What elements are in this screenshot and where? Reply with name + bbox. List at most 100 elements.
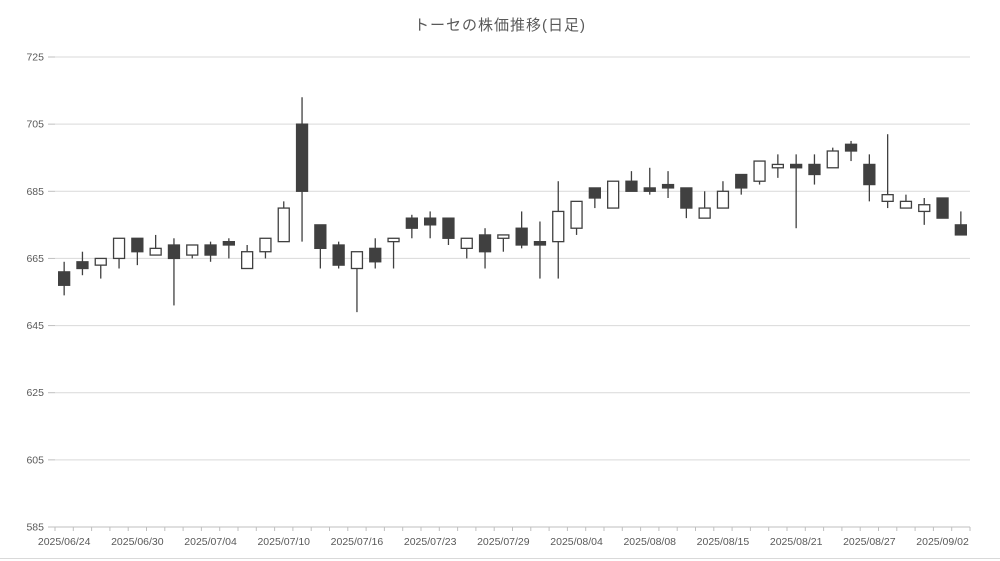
- candle-body: [259, 237, 272, 253]
- y-axis-label: 605: [26, 454, 44, 466]
- candle-body: [808, 163, 821, 176]
- candles: [58, 97, 967, 313]
- candle-down: [222, 238, 236, 259]
- candle-down: [863, 154, 876, 202]
- candle-body: [405, 217, 419, 229]
- candle-body: [186, 244, 199, 256]
- candle-down: [167, 238, 181, 306]
- candle-up: [607, 180, 620, 209]
- y-axis-label: 645: [26, 320, 44, 332]
- y-axis-label: 725: [26, 52, 44, 64]
- candle-up: [753, 160, 766, 185]
- y-axis-labels: 585 605 625 645 665 685 705 725: [26, 52, 44, 534]
- candle-up: [552, 181, 565, 279]
- x-axis: [54, 526, 971, 531]
- candle-body: [149, 247, 162, 256]
- candle-body: [680, 187, 693, 209]
- candle-body: [350, 251, 364, 270]
- candle-down: [808, 154, 821, 185]
- gridlines: [48, 56, 970, 528]
- candle-up: [350, 251, 364, 313]
- y-axis-label: 705: [26, 119, 44, 131]
- candle-down: [643, 167, 656, 195]
- candle-body: [954, 224, 967, 236]
- candle-body: [277, 207, 290, 243]
- x-axis-label: 2025/06/30: [111, 536, 164, 548]
- candle-down: [680, 187, 693, 219]
- candle-down: [515, 211, 528, 249]
- candle-down: [369, 238, 382, 269]
- candle-down: [954, 211, 967, 236]
- candle-body: [314, 224, 327, 250]
- x-axis-label: 2025/07/04: [184, 536, 237, 548]
- x-axis-label: 2025/07/23: [404, 536, 457, 548]
- candle-down: [478, 228, 492, 269]
- candle-down: [790, 154, 803, 229]
- candle-body: [515, 227, 528, 246]
- candle-down: [314, 224, 327, 269]
- candle-body: [790, 163, 803, 169]
- candle-body: [167, 244, 181, 260]
- candle-down: [735, 173, 748, 195]
- candle-up: [698, 191, 711, 219]
- candle-body: [570, 200, 583, 229]
- candle-body: [753, 160, 766, 182]
- y-axis-label: 665: [26, 253, 44, 265]
- candle-body: [661, 183, 675, 189]
- candle-body: [369, 247, 382, 263]
- candle-down: [423, 211, 437, 239]
- candle-up: [716, 181, 730, 209]
- candle-body: [844, 143, 858, 152]
- candle-body: [58, 271, 71, 286]
- x-axis-label: 2025/08/21: [770, 536, 823, 548]
- candle-down: [844, 140, 858, 162]
- candle-body: [460, 237, 473, 250]
- candle-body: [607, 180, 620, 209]
- candle-body: [735, 173, 748, 189]
- candle-down: [131, 237, 144, 266]
- candle-body: [423, 217, 437, 226]
- candle-up: [94, 257, 107, 279]
- candle-body: [387, 237, 400, 243]
- candle-up: [826, 147, 839, 169]
- candle-up: [112, 237, 126, 269]
- candle-down: [442, 217, 455, 245]
- candle-up: [149, 234, 162, 256]
- candle-body: [332, 244, 345, 266]
- x-axis-label: 2025/08/15: [697, 536, 750, 548]
- y-axis-label: 625: [26, 387, 44, 399]
- candle-body: [552, 210, 565, 243]
- candle-body: [222, 240, 236, 246]
- candle-down: [661, 171, 675, 198]
- candle-down: [533, 221, 547, 279]
- candle-up: [771, 154, 784, 178]
- candle-body: [771, 163, 784, 169]
- candle-down: [625, 171, 638, 192]
- candle-up: [899, 194, 913, 209]
- candle-body: [533, 240, 547, 246]
- chart-title: トーセの株価推移(日足): [414, 17, 586, 34]
- candle-body: [204, 244, 217, 256]
- candle-body: [863, 163, 876, 186]
- y-axis-label: 585: [26, 522, 44, 534]
- candle-down: [936, 197, 949, 219]
- candle-body: [295, 123, 309, 192]
- x-axis-label: 2025/08/04: [550, 536, 603, 548]
- candle-body: [131, 237, 144, 253]
- candle-body: [497, 234, 510, 239]
- candle-body: [94, 257, 107, 266]
- candle-body: [716, 190, 730, 209]
- candle-body: [240, 251, 254, 270]
- candle-body: [478, 234, 492, 253]
- candle-body: [899, 200, 913, 209]
- x-axis-label: 2025/09/02: [916, 536, 969, 548]
- chart-border-bottom: [0, 558, 1000, 559]
- candle-body: [918, 204, 931, 213]
- candle-body: [881, 193, 894, 203]
- candle-body: [826, 150, 839, 169]
- candle-up: [570, 200, 583, 235]
- candle-up: [387, 237, 400, 269]
- candle-body: [76, 261, 89, 270]
